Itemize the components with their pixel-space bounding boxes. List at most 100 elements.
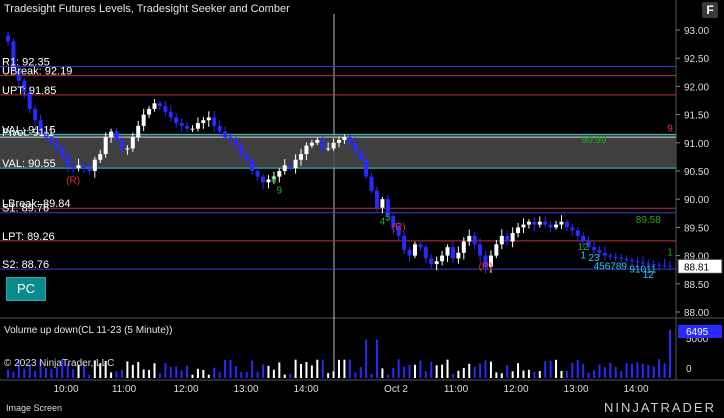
signal-annotation: 12 [578,242,590,253]
signal-annotation: 8 [271,174,277,185]
time-tick-label: 10:00 [53,384,78,395]
volume-bar [72,369,75,378]
volume-bar [343,359,346,378]
volume-bar [131,364,134,378]
candle-body [554,224,559,228]
candle-body [185,125,190,129]
volume-panel-title: Volume up down(CL 11-23 (5 Minute)) [4,325,173,336]
candle-body [255,171,260,177]
time-tick-label: 13:00 [233,384,258,395]
candle-body [581,235,586,242]
volume-bar [430,361,433,378]
volume-bar [457,370,460,378]
volume-bar [533,372,536,378]
signal-annotation: 456789 [594,262,628,273]
candle-body [261,176,266,183]
volume-tick-label: 5000 [686,334,709,345]
level-label: VAL: 91.15 [2,124,56,136]
volume-bar [278,362,281,378]
candle-body [277,171,282,177]
candle-body [228,137,233,140]
candle-body [369,176,374,191]
volume-bar [538,371,541,378]
candle-body [282,165,287,171]
volume-bar [614,366,617,378]
level-label: LBreak: 89.84 [2,198,71,210]
volume-bar [196,368,199,378]
level-label: R1: 92.35 [2,57,50,69]
volume-bar [153,363,156,378]
f-button[interactable]: F [702,2,718,18]
volume-bar [186,365,189,378]
candle-body [250,159,255,171]
candle-body [38,120,43,132]
volume-bar [202,369,205,378]
candle-body [217,125,222,132]
volume-bar [620,371,623,378]
signal-annotation: (R) [66,175,80,186]
volume-bar [419,360,422,378]
candle-body [613,256,618,258]
volume-bar [403,366,406,378]
time-tick-label: 12:00 [173,384,198,395]
volume-bar [23,368,26,378]
volume-bar [321,359,324,378]
candle-body [488,255,493,267]
level-label: UPT: 91.85 [2,85,56,97]
volume-bar [218,372,221,378]
signal-annotation: 9 [277,186,283,197]
volume-bar [66,363,69,378]
volume-bar [603,367,606,378]
candle-body [358,151,363,160]
volume-bar [262,364,265,378]
volume-bar [365,339,368,378]
candle-body [152,103,157,109]
candle-body [418,244,423,248]
signal-annotation: 1 [580,250,586,261]
volume-bar [413,364,416,378]
pc-button[interactable]: PC [6,277,46,301]
candle-body [326,148,331,150]
candle-body [429,258,434,265]
candle-body [548,224,553,228]
candle-body [526,221,531,225]
candle-body [92,159,97,171]
candle-body [141,114,146,126]
candle-body [651,264,656,266]
candle-body [494,244,499,256]
price-tick-label: 91.00 [684,139,709,150]
candle-body [597,249,602,253]
candle-body [505,235,510,242]
volume-bar [61,359,64,378]
volume-bar [359,366,362,378]
volume-bar [636,362,639,378]
volume-bar [164,363,167,378]
candle-body [337,139,341,143]
price-tick-label: 90.00 [684,195,709,206]
candle-body [657,264,662,266]
volume-bar [12,371,15,378]
volume-bar [305,362,308,378]
candle-body [478,244,483,256]
volume-bar [316,359,319,378]
volume-bar [148,369,151,378]
volume-bar [446,359,449,378]
time-tick-label: Oct 2 [384,384,408,395]
volume-bar [7,369,9,378]
candle-body [532,221,537,225]
chart-title: Tradesight Futures Levels, Tradesight Se… [4,3,290,15]
level-label: LPT: 89.26 [2,231,55,243]
volume-bar [180,370,183,378]
candle-body [602,252,607,256]
candle-body [445,247,450,256]
candle-body [331,142,336,149]
volume-bar [489,361,492,378]
candle-body [483,255,488,267]
signal-annotation: 9 [667,124,673,135]
candle-body [81,165,86,169]
volume-bar [207,374,210,378]
time-tick-label: 14:00 [293,384,318,395]
candle-body [564,221,569,228]
volume-bar [381,368,384,378]
